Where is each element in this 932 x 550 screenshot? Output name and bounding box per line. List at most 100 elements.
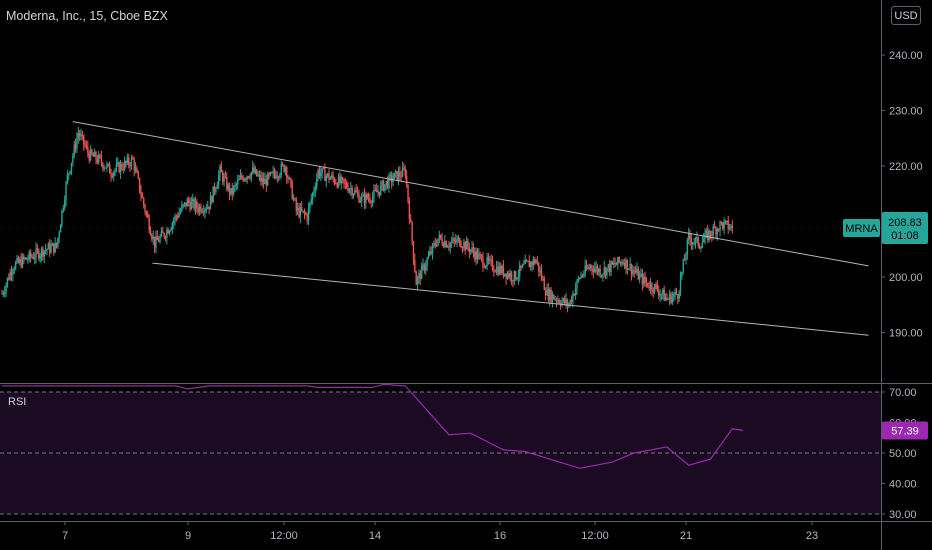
candle-body (501, 265, 503, 273)
candle-body (726, 220, 728, 222)
candle-body (87, 146, 89, 153)
candle-body (690, 239, 693, 245)
candle-body (688, 233, 690, 240)
candle-body (629, 263, 631, 269)
candle-body (685, 254, 687, 260)
candle-body (486, 257, 488, 266)
candle-body (216, 184, 218, 189)
candle-body (717, 228, 720, 231)
candle-body (480, 255, 483, 258)
candle-body (433, 243, 435, 245)
candle-body (381, 181, 383, 185)
candle-body (256, 169, 258, 176)
candle-body (149, 230, 152, 236)
candle-body (14, 262, 17, 270)
candle-body (698, 245, 701, 248)
candle-body (643, 276, 645, 285)
trendline-upper[interactable] (72, 121, 869, 267)
candle-body (205, 208, 208, 210)
candle-body (702, 239, 705, 243)
candle-body (378, 191, 381, 195)
candle-body (435, 245, 438, 247)
candle-body (361, 196, 363, 201)
candle-body (148, 217, 150, 231)
candle-body (268, 173, 270, 175)
candle-body (143, 197, 145, 206)
candle-body (366, 194, 368, 199)
candle-body (405, 175, 408, 185)
candle-body (287, 177, 289, 179)
candle-body (217, 174, 220, 185)
candle-body (234, 185, 236, 187)
candle-body (577, 278, 580, 281)
candle-body (562, 298, 565, 302)
candle-body (527, 261, 529, 263)
candle-body (497, 266, 499, 275)
candle-body (125, 161, 127, 163)
symbol-tag-label: MRNA (845, 223, 878, 235)
candle-body (456, 239, 458, 243)
candle-body (592, 269, 595, 272)
candle-body (707, 230, 709, 240)
candle-body (610, 261, 612, 272)
candle-body (460, 246, 462, 248)
candle-body (484, 265, 487, 268)
candle-body (362, 194, 364, 197)
candle-body (618, 257, 620, 263)
candle-body (110, 173, 112, 177)
candle-body (317, 170, 319, 179)
currency-button[interactable]: USD (891, 6, 921, 25)
candle-body (356, 191, 359, 194)
candle-body (663, 289, 665, 301)
candle-body (265, 179, 268, 186)
candle-body (183, 202, 186, 205)
candle-body (709, 230, 712, 235)
candle-body (88, 152, 90, 161)
candle-body (95, 152, 97, 160)
candle-body (365, 194, 367, 204)
candle-body (328, 173, 330, 180)
candle-body (468, 247, 471, 252)
candle-body (437, 238, 439, 246)
rsi-line[interactable] (2, 383, 744, 469)
candle-body (474, 252, 476, 260)
candle-body (163, 233, 165, 238)
candle-body (716, 228, 719, 235)
candle-body (521, 264, 524, 268)
candle-body (705, 230, 708, 233)
candle-body (13, 269, 15, 271)
rsi-value-tag[interactable] (882, 421, 928, 440)
candle-body (621, 261, 623, 264)
candle-body (10, 272, 13, 275)
candle-body (85, 145, 88, 147)
candle-body (564, 298, 566, 304)
candle-body (19, 259, 21, 263)
candle-body (181, 205, 183, 211)
price-tag[interactable] (882, 211, 928, 244)
candle-body (483, 266, 486, 268)
candle-body (35, 248, 37, 258)
candle-body (363, 194, 366, 204)
candle-body (465, 240, 468, 250)
candle-body (153, 236, 156, 248)
rsi-indicator-label[interactable]: RSI (8, 396, 27, 408)
candle-body (202, 211, 205, 213)
candle-body (542, 278, 544, 280)
candle-body (457, 238, 460, 240)
symbol-tag[interactable] (843, 218, 880, 237)
candle-body (478, 254, 480, 260)
candle-body (27, 259, 29, 261)
candle-body (284, 167, 287, 172)
candle-body (574, 288, 577, 296)
candle-body (247, 176, 250, 178)
candle-body (553, 294, 555, 300)
candle-body (187, 199, 190, 203)
candle-body (156, 236, 159, 241)
candle-body (641, 273, 644, 285)
candle-body (266, 173, 269, 186)
candle-body (472, 247, 475, 253)
candle-body (58, 232, 60, 238)
trendline-lower[interactable] (152, 262, 869, 336)
candle-body (652, 290, 654, 293)
